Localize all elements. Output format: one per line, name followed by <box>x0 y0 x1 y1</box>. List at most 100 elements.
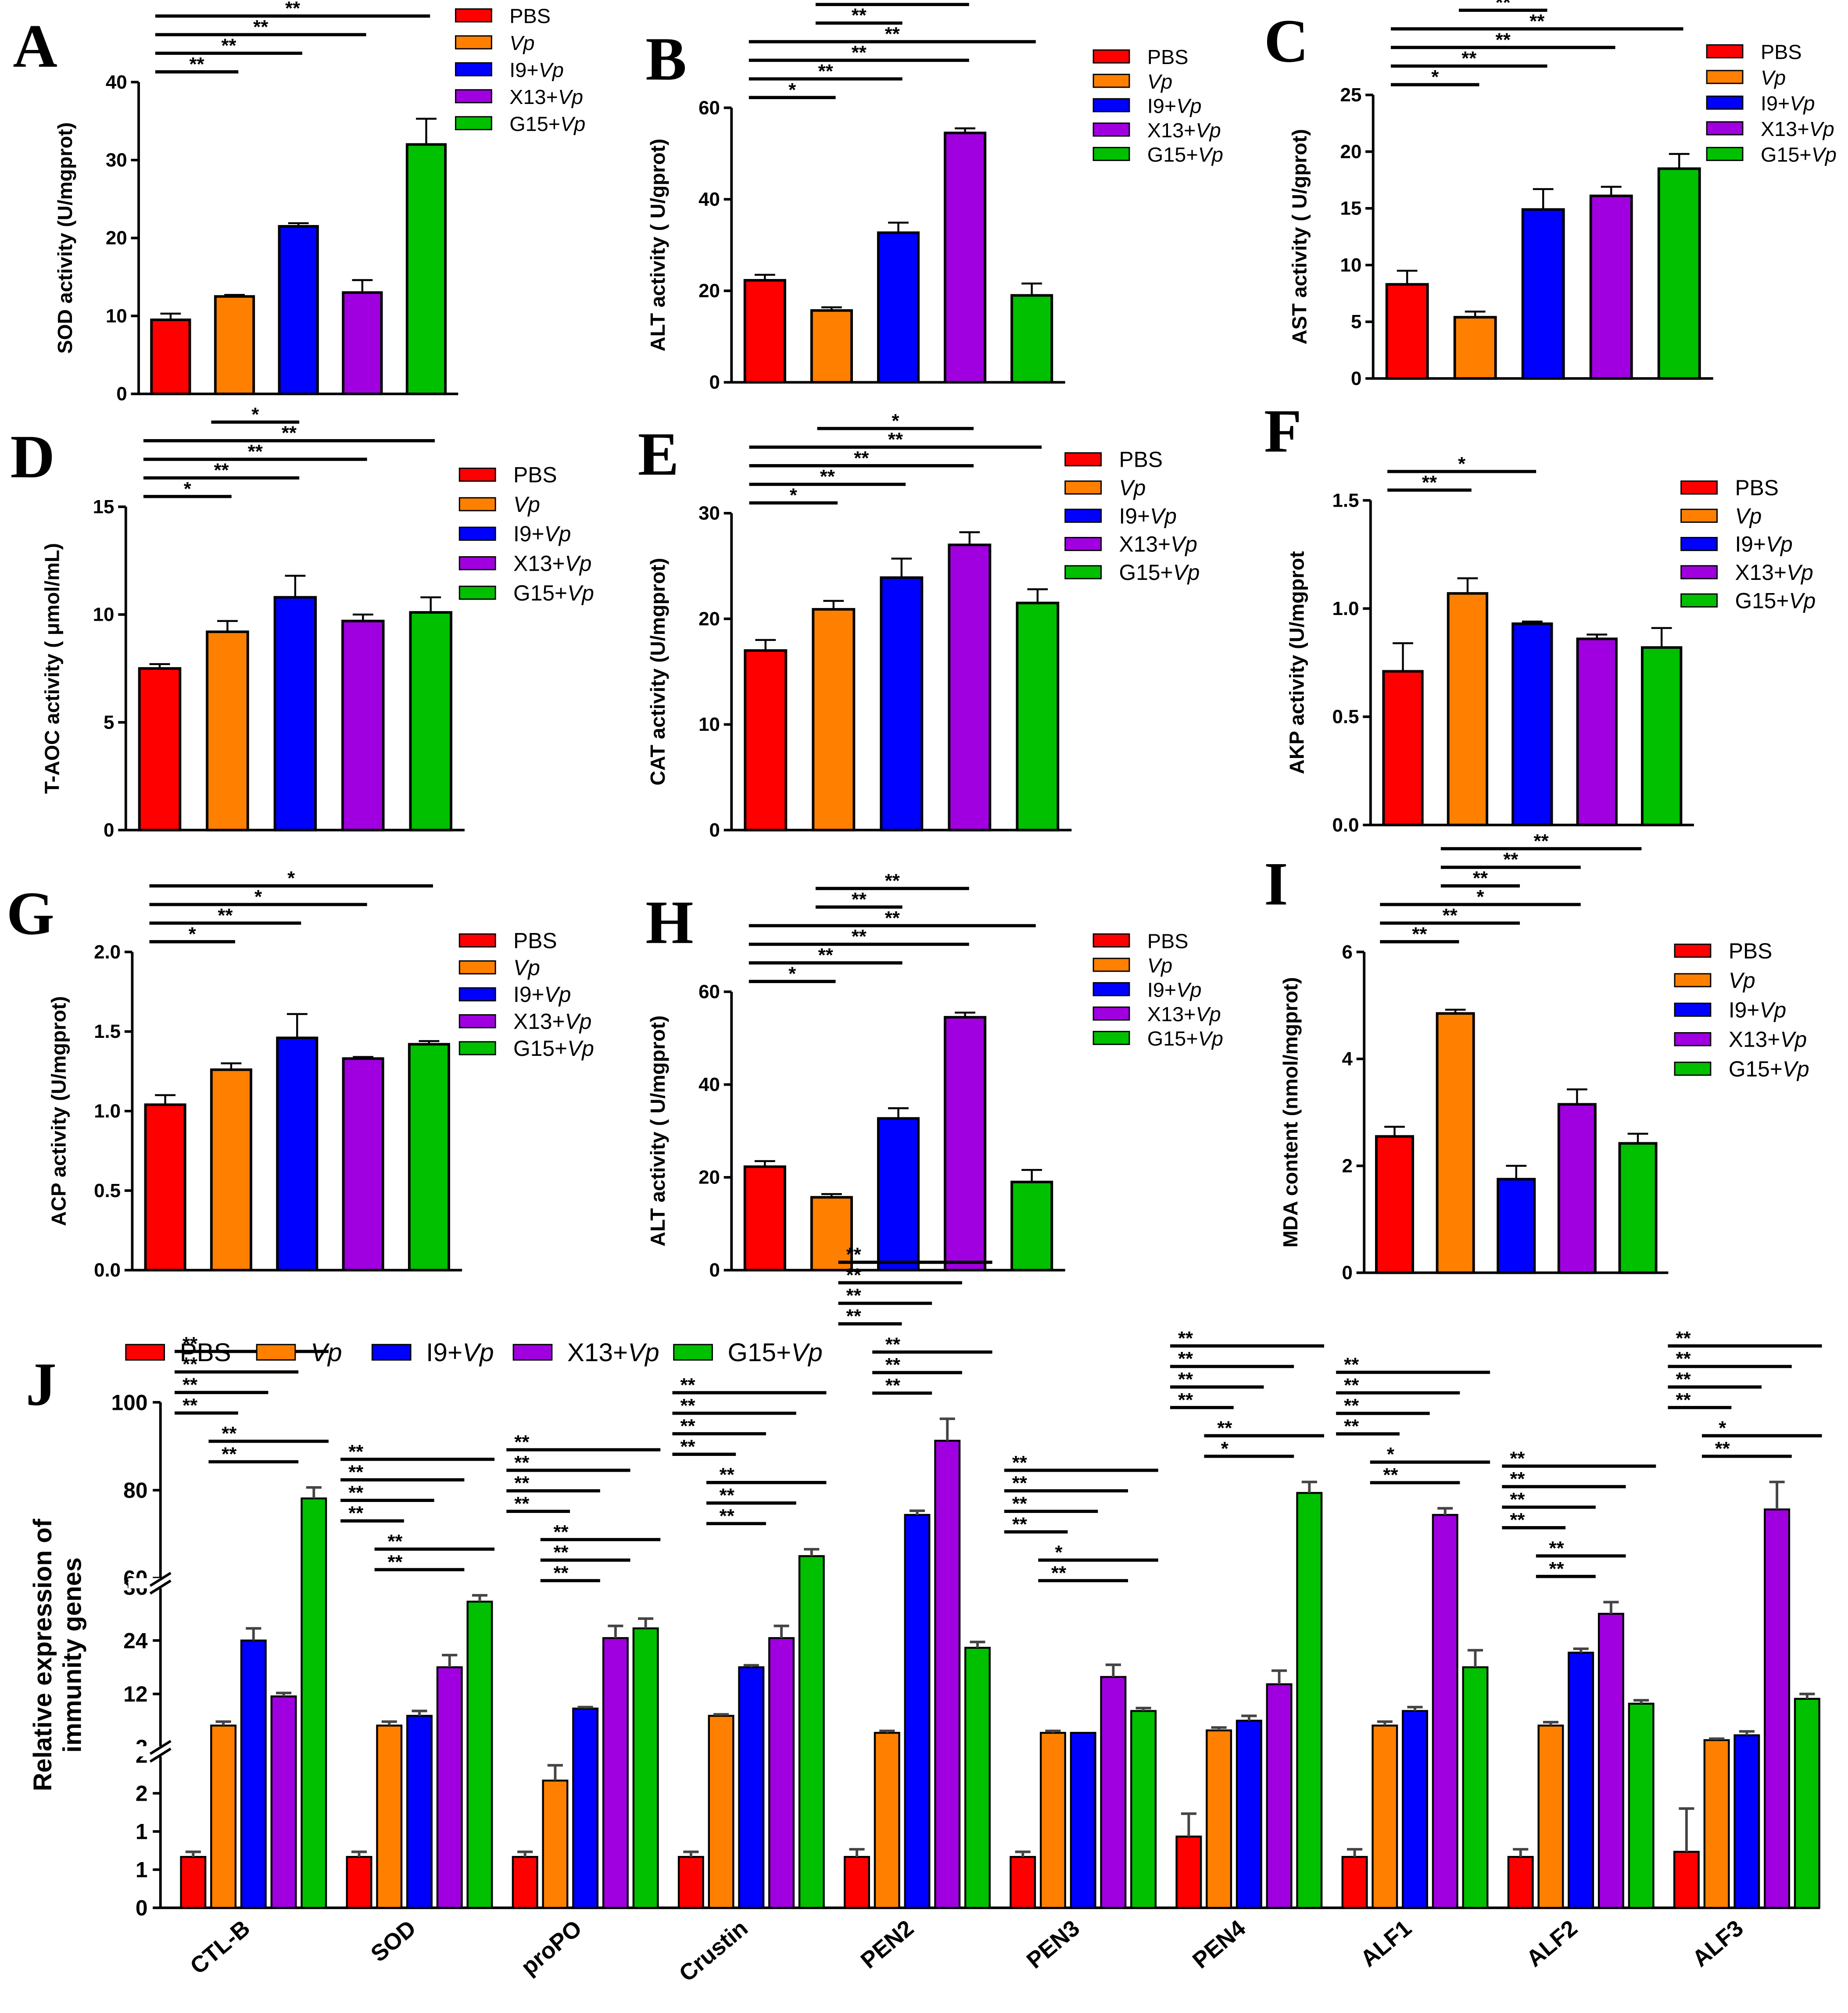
significance-mark: ** <box>221 35 236 56</box>
significance-mark: * <box>1719 1417 1726 1439</box>
legend-swatch <box>458 1041 496 1055</box>
bar <box>214 295 255 395</box>
legend-label: Vp <box>513 492 540 517</box>
significance-mark: ** <box>387 1551 403 1573</box>
x-tick-label: SOD <box>366 1915 421 1967</box>
y-tick-label: 0 <box>136 1896 148 1920</box>
significance-mark: ** <box>514 1473 530 1494</box>
legend-label: PBS <box>513 463 557 487</box>
significance-mark: ** <box>183 1354 198 1375</box>
legend-swatch <box>1706 147 1744 161</box>
y-tick-label: 1 <box>136 1858 148 1882</box>
bar <box>1568 1652 1594 1909</box>
legend-label: PBS <box>1119 447 1163 472</box>
legend-label: X13+Vp <box>513 1009 591 1034</box>
y-tick-label: 80 <box>123 1478 147 1503</box>
significance-mark: ** <box>1178 1389 1193 1411</box>
y-tick-label: 4 <box>1342 1048 1353 1070</box>
legend-swatch <box>458 987 496 1001</box>
significance-mark: * <box>1476 886 1484 908</box>
panel-J: J0112221224366080100Relative expression … <box>26 1244 1823 1987</box>
bar <box>1436 1012 1475 1274</box>
x-tick-label: PEN4 <box>1188 1915 1250 1974</box>
legend-swatch <box>1064 537 1102 551</box>
legend-label: I9+Vp <box>1147 979 1202 1001</box>
bar <box>1447 592 1489 826</box>
y-tick-label: 1.5 <box>1332 490 1359 511</box>
significance-mark: ** <box>852 42 867 64</box>
legend-label: PBS <box>1761 41 1802 64</box>
significance-mark: ** <box>222 1423 237 1444</box>
significance-mark: ** <box>1012 1473 1028 1494</box>
legend-label: Vp <box>1761 66 1786 89</box>
bar <box>1039 1732 1066 1909</box>
bar <box>405 143 447 395</box>
significance-mark: ** <box>854 447 869 469</box>
significance-mark: ** <box>514 1452 530 1473</box>
significance-mark: ** <box>1344 1416 1359 1437</box>
significance-mark: ** <box>183 1394 198 1416</box>
bar <box>512 1856 538 1909</box>
y-tick-label: 0.0 <box>94 1259 121 1281</box>
bar <box>572 1707 599 1909</box>
legend-swatch <box>1680 508 1718 523</box>
category-SOD: ************SOD <box>340 1441 495 1967</box>
bar <box>1794 1698 1820 1909</box>
bar <box>1497 1178 1536 1274</box>
legend-label: G15+Vp <box>1729 1057 1809 1081</box>
legend-swatch <box>1674 944 1712 958</box>
panel-label: E <box>638 420 679 488</box>
significance-mark: * <box>1221 1438 1229 1459</box>
bar <box>144 1103 186 1272</box>
significance-mark: ** <box>1510 1468 1525 1490</box>
legend-swatch <box>1680 537 1718 551</box>
y-tick-label: 1.5 <box>94 1021 121 1042</box>
legend-label: I9+Vp <box>1119 504 1177 528</box>
significance-mark: ** <box>1496 0 1511 13</box>
significance-mark: ** <box>885 0 900 7</box>
legend-label: I9+Vp <box>1761 92 1815 115</box>
y-tick-label: 0.0 <box>1332 814 1359 836</box>
bar <box>273 596 317 832</box>
y-tick-label: 25 <box>1340 84 1362 106</box>
legend-label: Vp <box>1729 968 1755 993</box>
significance-mark: ** <box>1412 923 1427 945</box>
significance-mark: * <box>189 923 197 945</box>
legend-swatch <box>1706 44 1744 59</box>
legend-label: X13+Vp <box>509 86 583 108</box>
legend-label: Vp <box>311 1338 342 1367</box>
y-tick-label: 20 <box>698 1167 720 1188</box>
legend-swatch <box>458 586 496 600</box>
y-axis-label: immunity genes <box>58 1557 86 1752</box>
significance-mark: ** <box>1443 905 1458 926</box>
significance-mark: ** <box>846 1305 862 1327</box>
significance-mark: * <box>1387 1444 1395 1465</box>
panel-A: A 0 10 20 30 40 SOD activity (U/mgprot) ** ** ** *… <box>13 0 585 405</box>
significance-mark: ** <box>1676 1369 1691 1390</box>
significance-mark: ** <box>1676 1348 1691 1369</box>
bar <box>1511 622 1553 826</box>
significance-mark: * <box>184 478 192 500</box>
y-axis-label: ALT activity ( U/mgprot) <box>646 1015 669 1247</box>
significance-mark: ** <box>387 1531 403 1552</box>
bar <box>1521 208 1565 380</box>
x-tick-label: ALF2 <box>1522 1915 1583 1972</box>
bar <box>877 1117 920 1272</box>
legend-swatch <box>1064 565 1102 579</box>
category-PEN4: ***********PEN4 <box>1170 1327 1324 1974</box>
bar <box>948 543 992 832</box>
significance-mark: ** <box>183 1374 198 1396</box>
legend-swatch <box>1706 121 1744 136</box>
legend-swatch <box>458 468 496 482</box>
x-tick-label: ALF3 <box>1687 1915 1748 1972</box>
significance-mark: ** <box>852 889 867 910</box>
legend-swatch <box>125 1344 165 1361</box>
y-tick-label: 2 <box>136 1781 148 1806</box>
significance-mark: ** <box>680 1395 695 1416</box>
panel-label: G <box>7 880 54 948</box>
legend-label: PBS <box>1147 46 1189 68</box>
y-tick-label: 40 <box>106 72 127 93</box>
